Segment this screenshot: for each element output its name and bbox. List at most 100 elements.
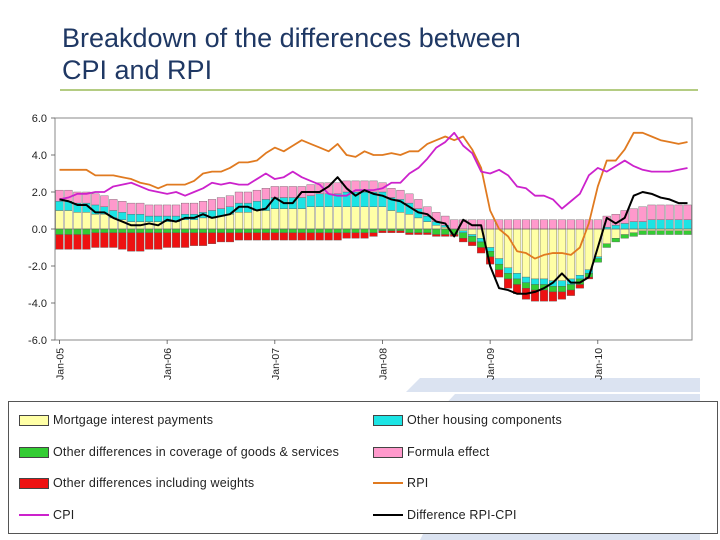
bar-other-differences-including-weights	[459, 238, 468, 243]
bar-other-differences-including-weights	[127, 232, 136, 252]
bar-other-differences-including-weights	[306, 232, 315, 241]
bar-other-differences-in-coverage-of-goods-services	[566, 284, 575, 291]
bar-other-differences-in-coverage-of-goods-services	[351, 228, 360, 233]
bar-other-differences-including-weights	[575, 284, 584, 289]
bar-other-housing-components	[360, 191, 369, 207]
bar-mortgage-interest-payments	[172, 221, 181, 230]
bar-other-differences-including-weights	[378, 230, 387, 233]
legend-swatch-coverage	[19, 446, 49, 458]
bar-other-differences-in-coverage-of-goods-services	[683, 230, 692, 235]
bar-mortgage-interest-payments	[548, 228, 557, 281]
bar-other-differences-in-coverage-of-goods-services	[154, 228, 163, 233]
bar-formula-effect	[100, 195, 109, 207]
bar-mortgage-interest-payments	[64, 210, 73, 230]
bar-mortgage-interest-payments	[216, 215, 226, 230]
bar-formula-effect	[216, 197, 226, 209]
bar-other-housing-components	[539, 278, 549, 285]
bar-other-differences-in-coverage-of-goods-services	[190, 228, 199, 233]
bar-other-differences-including-weights	[387, 230, 396, 233]
bar-mortgage-interest-payments	[620, 228, 629, 235]
bar-mortgage-interest-payments	[405, 214, 414, 230]
bar-other-differences-in-coverage-of-goods-services	[288, 228, 297, 233]
y-tick-label: -2.0	[28, 261, 47, 273]
bar-other-housing-components	[504, 267, 513, 274]
bar-formula-effect	[405, 193, 414, 204]
bar-formula-effect	[243, 191, 252, 204]
legend-swatch-weights	[19, 477, 49, 489]
bar-formula-effect	[396, 189, 405, 200]
bar-other-housing-components	[145, 215, 154, 222]
bar-formula-effect	[566, 219, 575, 230]
bar-formula-effect	[270, 186, 279, 198]
y-tick-label: 2.0	[32, 187, 47, 199]
bar-other-differences-in-coverage-of-goods-services	[199, 228, 208, 233]
bar-formula-effect	[504, 219, 513, 230]
legend-item-cpi: CPI	[19, 507, 74, 523]
bar-formula-effect	[73, 191, 82, 204]
bar-other-differences-including-weights	[423, 232, 432, 235]
bar-other-differences-including-weights	[100, 232, 109, 248]
bar-other-housing-components	[620, 223, 629, 230]
legend-label-weights: Other differences including weights	[53, 476, 255, 490]
bar-other-differences-in-coverage-of-goods-services	[504, 273, 513, 280]
bar-formula-effect	[163, 204, 172, 217]
bar-other-housing-components	[557, 280, 566, 287]
bar-other-housing-components	[683, 219, 692, 230]
legend-swatch-other-housing	[373, 414, 403, 426]
bar-other-differences-in-coverage-of-goods-services	[73, 228, 82, 235]
bar-other-differences-in-coverage-of-goods-services	[82, 228, 91, 235]
bar-other-differences-including-weights	[73, 234, 82, 250]
bar-formula-effect	[683, 204, 692, 220]
bar-other-differences-including-weights	[261, 232, 270, 241]
bar-other-housing-components	[647, 219, 656, 230]
bar-other-differences-in-coverage-of-goods-services	[333, 228, 342, 233]
bar-formula-effect	[513, 219, 522, 230]
bar-mortgage-interest-payments	[584, 228, 593, 270]
bar-other-differences-including-weights	[109, 232, 118, 248]
bar-other-differences-including-weights	[91, 232, 100, 248]
bar-mortgage-interest-payments	[225, 214, 234, 230]
x-tick-label: Jan-06	[162, 348, 174, 380]
bar-other-differences-in-coverage-of-goods-services	[638, 230, 647, 235]
bar-mortgage-interest-payments	[486, 228, 495, 248]
bar-mortgage-interest-payments	[288, 208, 297, 230]
bar-other-housing-components	[674, 219, 683, 230]
bar-other-differences-including-weights	[504, 278, 513, 289]
legend-line-difference	[373, 514, 403, 516]
bar-other-differences-in-coverage-of-goods-services	[665, 230, 674, 235]
legend-swatch-formula	[373, 446, 403, 458]
bar-other-differences-including-weights	[181, 232, 190, 248]
bar-mortgage-interest-payments	[234, 212, 243, 230]
bar-other-differences-including-weights	[369, 232, 378, 237]
bar-mortgage-interest-payments	[297, 208, 306, 230]
bar-formula-effect	[207, 199, 217, 211]
bar-other-differences-in-coverage-of-goods-services	[163, 228, 172, 233]
bar-other-differences-including-weights	[252, 232, 261, 241]
bar-mortgage-interest-payments	[252, 210, 261, 230]
bar-other-differences-in-coverage-of-goods-services	[405, 228, 414, 233]
x-tick-label: Jan-05	[54, 348, 66, 380]
bar-mortgage-interest-payments	[199, 217, 208, 230]
bar-mortgage-interest-payments	[261, 210, 270, 230]
bar-formula-effect	[548, 219, 557, 230]
line-difference-rpi-cpi	[59, 176, 688, 295]
bar-formula-effect	[127, 202, 136, 215]
legend-item-difference: Difference RPI-CPI	[373, 507, 517, 523]
legend-label-difference: Difference RPI-CPI	[407, 508, 517, 522]
bar-other-differences-in-coverage-of-goods-services	[279, 228, 288, 233]
bar-mortgage-interest-payments	[575, 228, 584, 276]
bar-other-housing-components	[611, 225, 620, 230]
bar-mortgage-interest-payments	[593, 228, 602, 257]
bar-formula-effect	[306, 184, 315, 196]
bar-other-differences-in-coverage-of-goods-services	[64, 228, 73, 235]
legend-item-rpi: RPI	[373, 475, 428, 491]
bar-formula-effect	[602, 215, 611, 228]
bar-other-differences-including-weights	[163, 232, 172, 248]
legend-label-formula: Formula effect	[407, 445, 490, 459]
bar-other-differences-including-weights	[315, 232, 324, 241]
y-tick-label: 6.0	[32, 113, 47, 125]
bar-formula-effect	[539, 219, 549, 230]
bar-other-differences-including-weights	[270, 232, 279, 241]
bar-formula-effect	[136, 202, 145, 215]
bar-other-differences-including-weights	[216, 232, 226, 243]
